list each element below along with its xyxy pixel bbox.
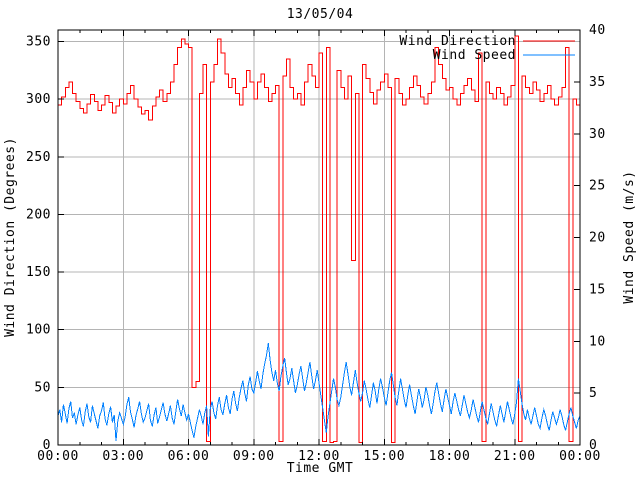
x-tick-label: 06:00 xyxy=(168,449,210,464)
series-wind-speed xyxy=(57,343,581,441)
x-tick-label: 15:00 xyxy=(363,449,405,464)
y-left-tick-label: 50 xyxy=(34,380,51,395)
y-left-tick-label: 100 xyxy=(26,323,51,338)
series-layer xyxy=(57,35,581,444)
y-left-tick-label: 0 xyxy=(43,438,51,453)
legend: Wind Direction Wind Speed xyxy=(399,34,575,63)
y-left-axis-label: Wind Direction (Degrees) xyxy=(3,137,18,337)
chart-title: 13/05/04 xyxy=(287,7,354,22)
y-right-tick-label: 40 xyxy=(589,23,606,38)
y-left-tick-label: 300 xyxy=(26,92,51,107)
x-tick-label: 03:00 xyxy=(102,449,144,464)
y-right-tick-label: 20 xyxy=(589,231,606,246)
y-left-tick-label: 200 xyxy=(26,207,51,222)
labels-layer: 13/05/04 Time GMT Wind Direction (Degree… xyxy=(3,7,637,476)
series-wind-direction xyxy=(58,35,581,444)
x-tick-label: 12:00 xyxy=(298,449,340,464)
y-right-tick-label: 0 xyxy=(589,438,597,453)
y-right-tick-label: 10 xyxy=(589,334,606,349)
y-left-tick-label: 250 xyxy=(26,150,51,165)
x-tick-label: 00:00 xyxy=(37,449,79,464)
y-right-tick-label: 5 xyxy=(589,386,597,401)
y-left-tick-label: 350 xyxy=(26,35,51,50)
x-tick-label: 21:00 xyxy=(494,449,536,464)
y-right-axis-label: Wind Speed (m/s) xyxy=(622,170,637,303)
x-tick-label: 00:00 xyxy=(559,449,601,464)
x-tick-label: 18:00 xyxy=(429,449,471,464)
y-right-tick-label: 35 xyxy=(589,75,606,90)
grid-layer xyxy=(57,30,581,446)
y-right-tick-label: 30 xyxy=(589,127,606,142)
legend-label-wind-direction: Wind Direction xyxy=(399,34,516,49)
y-right-tick-label: 25 xyxy=(589,179,606,194)
x-tick-label: 09:00 xyxy=(233,449,275,464)
axis-layer: 00:00 03:00 06:00 09:00 12:00 15:00 18:00 21:00… xyxy=(26,23,606,464)
legend-label-wind-speed: Wind Speed xyxy=(433,48,516,63)
x-axis-label: Time GMT xyxy=(287,461,354,476)
y-left-tick-label: 150 xyxy=(26,265,51,280)
y-right-tick-label: 15 xyxy=(589,282,606,297)
